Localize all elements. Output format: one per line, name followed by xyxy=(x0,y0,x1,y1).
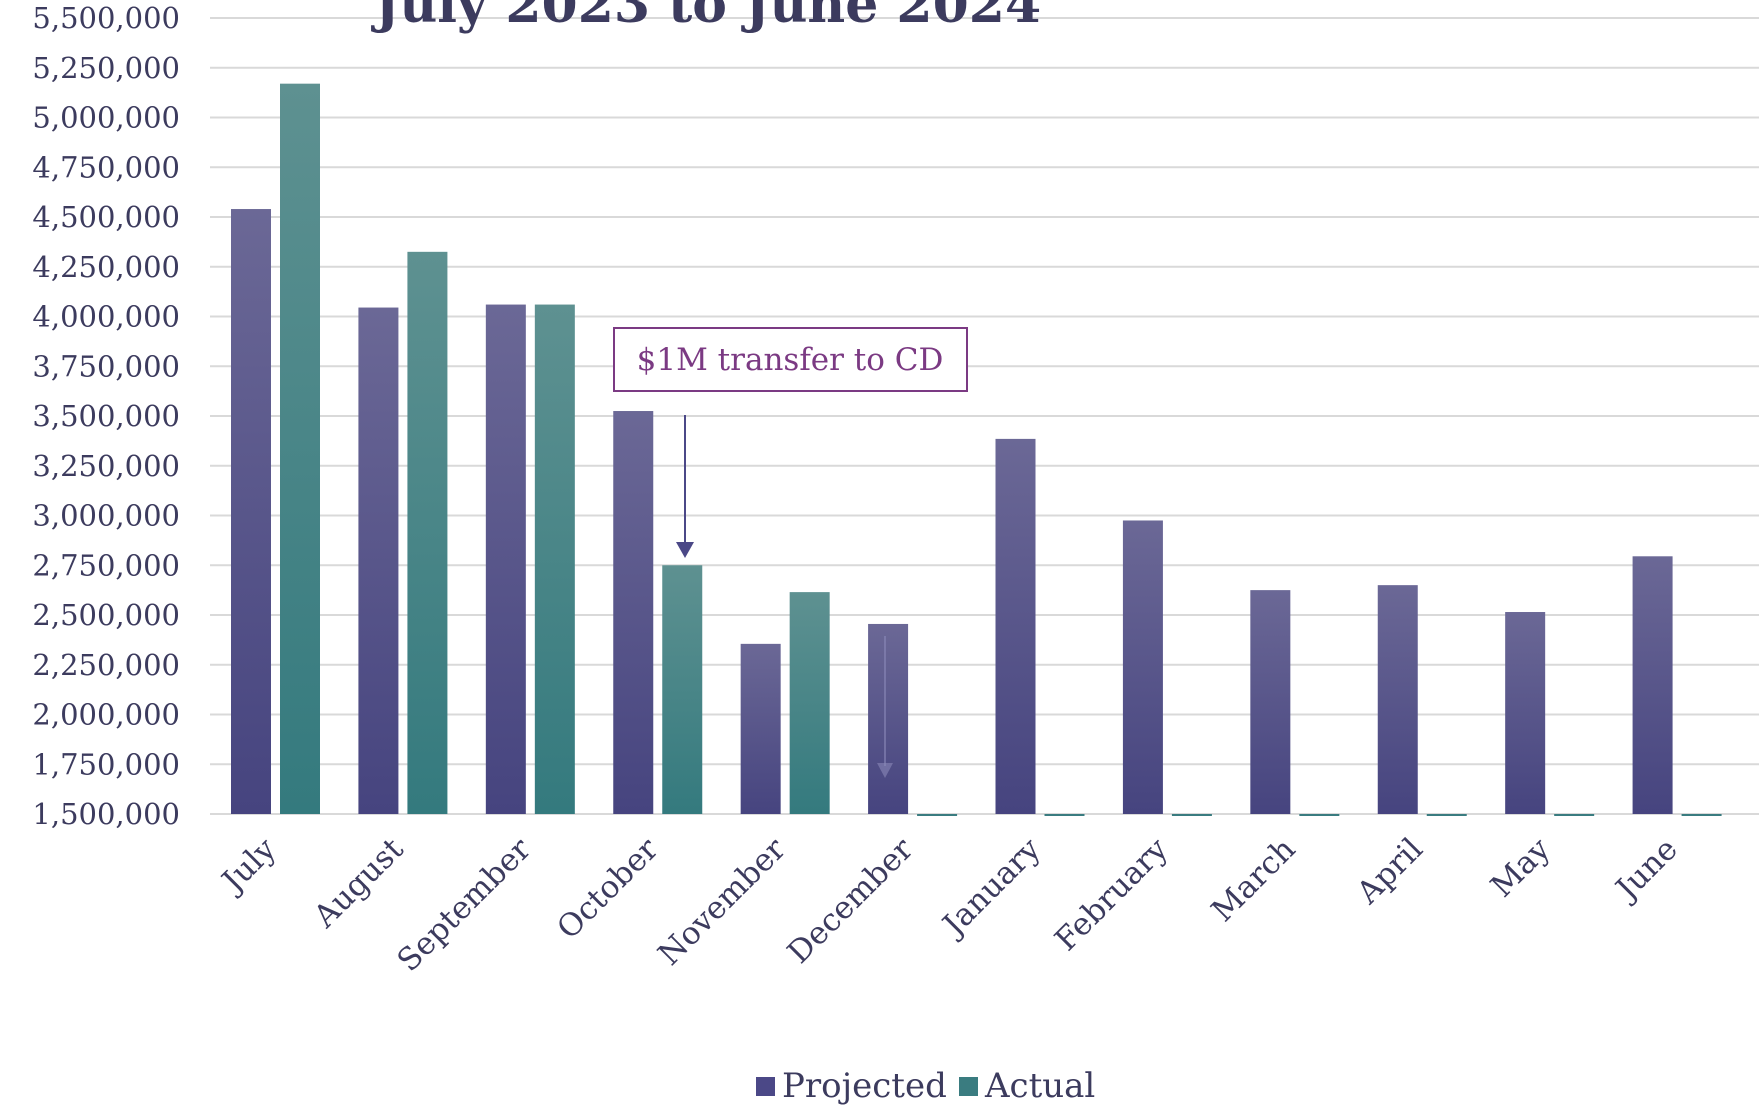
gridlines xyxy=(210,17,1759,815)
legend: Projected Actual xyxy=(756,1066,1095,1106)
y-tick-label: 2,000,000 xyxy=(32,698,180,732)
y-tick-label: 4,000,000 xyxy=(32,300,180,334)
legend-swatch-actual xyxy=(959,1077,978,1096)
annotation-text: $1M transfer to CD xyxy=(637,342,944,378)
bar-actual-baseline xyxy=(1044,814,1085,816)
x-tick-label: July xyxy=(213,831,283,901)
bar-actual-baseline xyxy=(1299,814,1340,816)
bar-actual-baseline xyxy=(917,814,958,816)
y-tick-label: 3,750,000 xyxy=(32,349,180,383)
bar-actual xyxy=(407,251,448,814)
bar-projected xyxy=(868,623,909,814)
y-tick-label: 2,250,000 xyxy=(32,648,180,682)
y-axis-tick-labels: 1,500,000 1,750,000 2,000,000 2,250,000 2,50… xyxy=(32,1,180,831)
y-tick-label: 3,500,000 xyxy=(32,399,180,433)
annotation-arrow-head xyxy=(676,542,694,558)
x-tick-label: March xyxy=(1205,831,1303,929)
x-tick-label: January xyxy=(934,831,1048,945)
y-tick-label: 5,250,000 xyxy=(32,51,180,85)
bar-projected xyxy=(485,304,526,814)
bar-actual xyxy=(662,565,703,814)
x-tick-label: May xyxy=(1484,831,1558,905)
bar-projected xyxy=(1632,556,1673,814)
bar-actual xyxy=(534,304,575,814)
y-tick-label: 1,500,000 xyxy=(32,797,180,831)
annotation-box xyxy=(613,327,968,392)
y-tick-label: 2,500,000 xyxy=(32,598,180,632)
y-tick-label: 3,000,000 xyxy=(32,499,180,533)
y-tick-label: 1,750,000 xyxy=(32,747,180,781)
x-tick-label: September xyxy=(390,831,538,979)
bar-projected xyxy=(613,411,654,814)
bar-projected xyxy=(995,438,1036,814)
bar-projected xyxy=(740,643,781,814)
bar-projected xyxy=(231,209,271,815)
x-tick-label: October xyxy=(550,831,665,946)
legend-label-projected: Projected xyxy=(782,1066,947,1106)
annotation: $1M transfer to CD xyxy=(613,327,968,778)
bar-actual-baseline xyxy=(1554,814,1595,816)
y-tick-label: 4,750,000 xyxy=(32,150,180,184)
y-tick-label: 3,250,000 xyxy=(32,449,180,483)
x-tick-label: June xyxy=(1607,831,1685,909)
bar-projected xyxy=(1122,520,1163,814)
bar-actual xyxy=(789,592,830,814)
x-tick-label: November xyxy=(651,831,793,973)
bar-projected xyxy=(1505,612,1546,814)
bar-actual-baseline xyxy=(1426,814,1467,816)
bars xyxy=(231,83,1722,816)
december-arrow-head xyxy=(877,763,893,778)
y-tick-label: 5,000,000 xyxy=(32,101,180,135)
bar-actual-baseline xyxy=(1171,814,1212,816)
x-tick-label: December xyxy=(781,831,921,971)
y-tick-label: 2,750,000 xyxy=(32,548,180,582)
y-tick-label: 4,500,000 xyxy=(32,200,180,234)
bar-projected xyxy=(358,307,399,814)
legend-label-actual: Actual xyxy=(984,1066,1095,1106)
legend-swatch-projected xyxy=(756,1077,775,1096)
x-tick-label: April xyxy=(1349,831,1430,912)
x-tick-label: August xyxy=(306,831,411,936)
bar-projected xyxy=(1250,590,1291,814)
bar-projected xyxy=(1377,585,1418,814)
x-tick-label: February xyxy=(1048,831,1175,958)
bar-actual-baseline xyxy=(1681,814,1722,816)
bar-actual xyxy=(280,83,320,815)
y-tick-label: 5,500,000 xyxy=(32,1,180,35)
chart-title: July 2023 to June 2024 xyxy=(371,0,1041,35)
y-tick-label: 4,250,000 xyxy=(32,250,180,284)
